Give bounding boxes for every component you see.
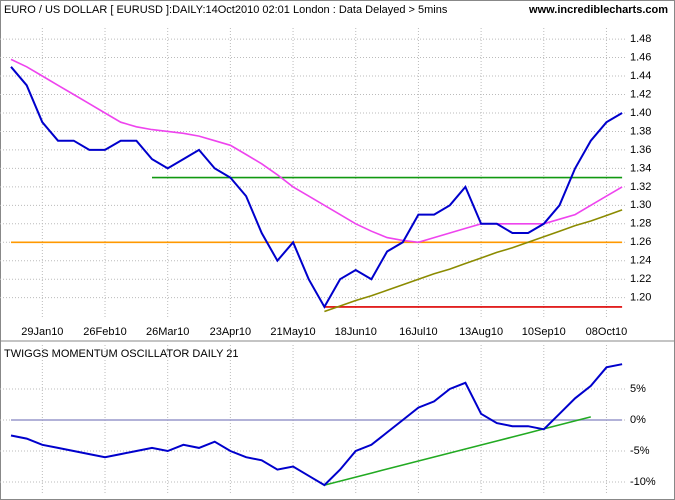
y-tick-label: 1.22 (630, 273, 651, 285)
y-tick-label: 5% (630, 383, 646, 395)
site-label: www.incrediblecharts.com (528, 4, 668, 16)
x-tick-label: 10Sep10 (522, 326, 566, 338)
y-tick-label: 1.24 (630, 255, 651, 267)
y-tick-label: 1.42 (630, 88, 651, 100)
x-tick-label: 26Feb10 (83, 326, 126, 338)
series-line (10, 66, 623, 309)
y-tick-label: 1.32 (630, 181, 651, 193)
x-tick-label: 26Mar10 (146, 326, 189, 338)
series-line (324, 209, 623, 313)
y-tick-label: 1.36 (630, 144, 651, 156)
y-tick-label: 1.26 (630, 236, 651, 248)
chart-title: TWIGGS MOMENTUM OSCILLATOR DAILY 21 (4, 348, 239, 360)
x-tick-label: 16Jul10 (399, 326, 438, 338)
x-tick-label: 29Jan10 (21, 326, 63, 338)
y-tick-label: 1.30 (630, 199, 651, 211)
y-tick-label: 0% (630, 414, 646, 426)
x-tick-label: 23Apr10 (210, 326, 252, 338)
y-tick-label: 1.40 (630, 107, 651, 119)
y-tick-label: -10% (630, 476, 656, 488)
y-tick-label: 1.28 (630, 218, 651, 230)
y-tick-label: -5% (630, 445, 650, 457)
y-tick-label: 1.44 (630, 70, 651, 82)
chart-title: EURO / US DOLLAR [ EURUSD ]:DAILY:14Oct2… (4, 4, 448, 16)
x-tick-label: 18Jun10 (335, 326, 377, 338)
y-tick-label: 1.38 (630, 125, 651, 137)
x-tick-label: 21May10 (270, 326, 315, 338)
series-line (10, 58, 623, 244)
y-tick-label: 1.46 (630, 51, 651, 63)
y-tick-label: 1.48 (630, 33, 651, 45)
y-tick-label: 1.34 (630, 162, 651, 174)
y-tick-label: 1.20 (630, 292, 651, 304)
series-line (324, 416, 591, 486)
series-line (10, 363, 623, 487)
x-tick-label: 13Aug10 (459, 326, 503, 338)
x-tick-label: 08Oct10 (586, 326, 628, 338)
